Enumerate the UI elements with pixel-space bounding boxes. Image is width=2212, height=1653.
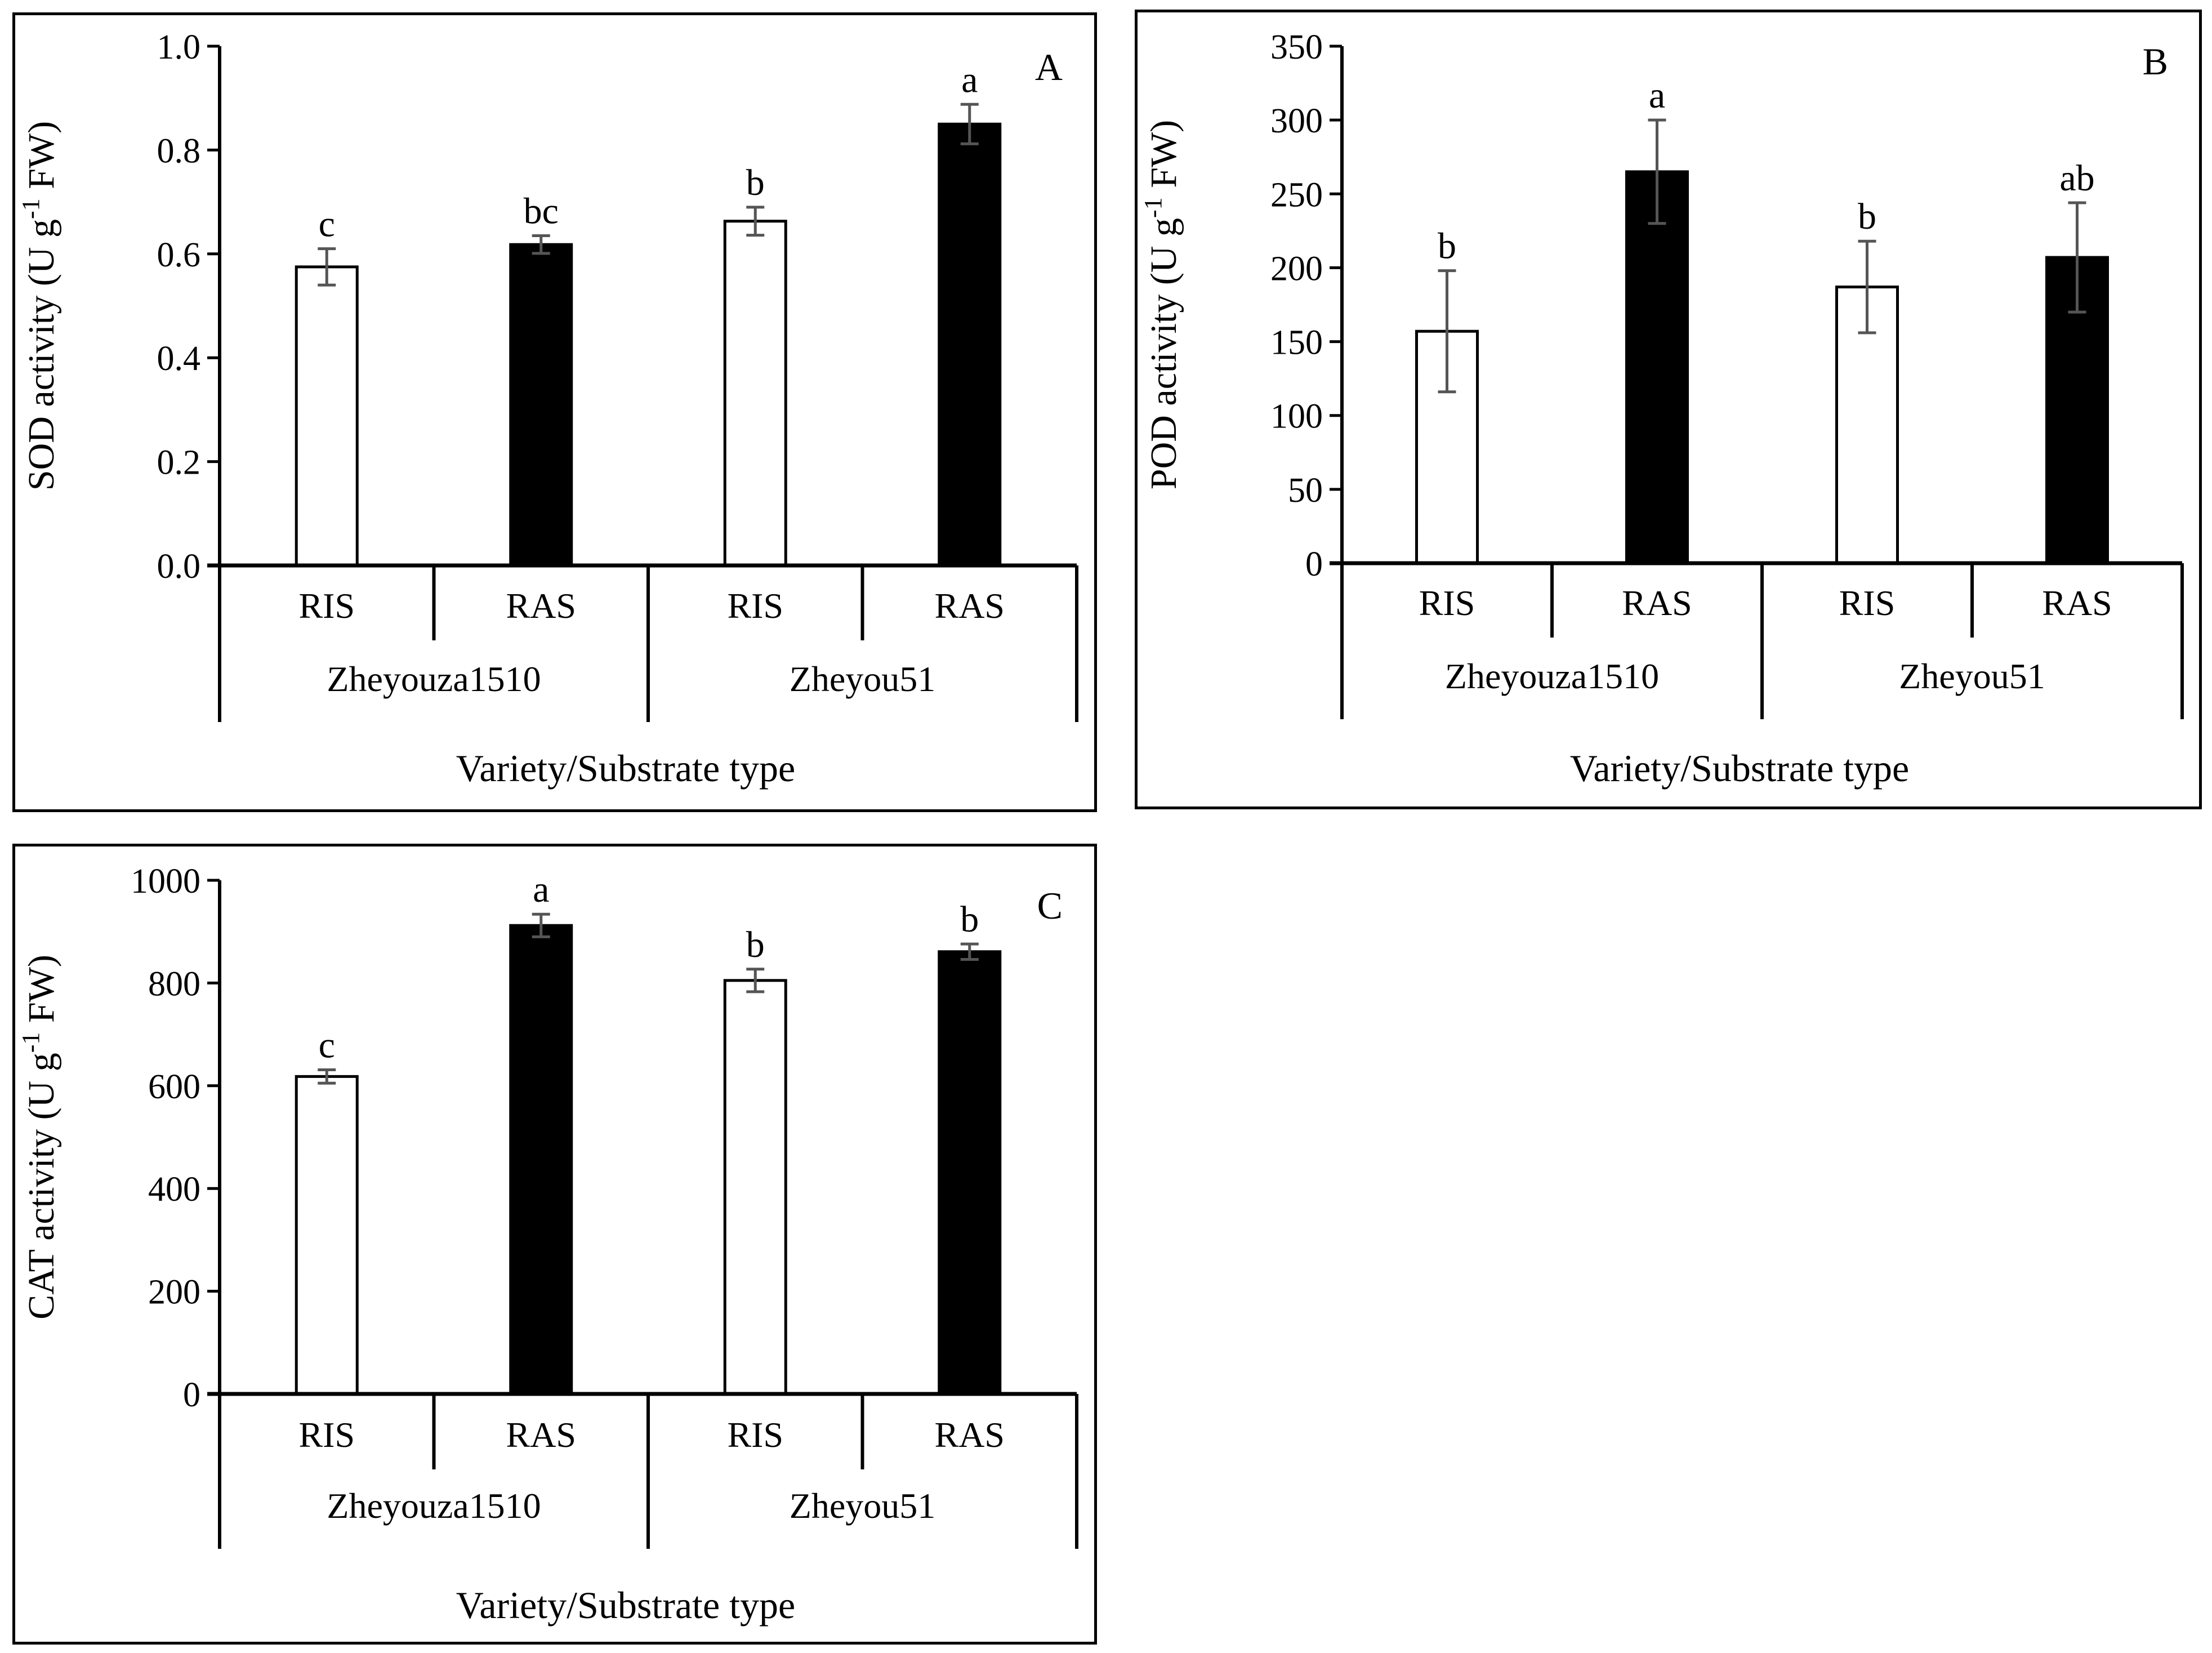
bar [723,979,787,1396]
panel-letter: C [1037,884,1063,927]
significance-letter: c [319,1025,335,1066]
panel-letter: B [2143,40,2168,83]
significance-letter: a [1649,75,1665,116]
y-tick-label: 200 [148,1273,200,1312]
y-axis-label-superscript: -1 [1139,197,1167,218]
chart-b-svg: 0 50 100 150 200 250 300 350 POD activity (U g-1… [1139,28,2184,790]
significance-letter: a [961,59,978,100]
y-tick-label: 300 [1270,102,1323,140]
x-category-label: RIS [298,1415,355,1455]
bar [938,122,1002,567]
y-tick-label: 100 [1270,398,1323,436]
y-tick-label: 0.0 [157,547,201,586]
y-axis-label-main: POD activity (U g [1143,218,1184,489]
x-axis-label: Variety/Substrate type [456,747,795,790]
significance-letter: a [533,869,549,910]
y-tick-label: 350 [1270,28,1323,66]
y-axis-label-superscript: -1 [17,1032,44,1053]
significance-letter: b [746,924,765,965]
y-tick-label: 0 [183,1376,200,1414]
y-tick-label: 600 [148,1068,200,1106]
bar [1625,170,1689,565]
y-axis-label-tail: FW) [21,121,62,198]
y-tick-label: 250 [1270,176,1323,214]
chart-a-svg: 0.0 0.2 0.4 0.6 0.8 1.0 SOD activity (U g-1 FW… [17,28,1078,790]
bar [723,220,787,567]
x-category-label: RIS [1839,583,1896,623]
chart-c-svg: 0 200 400 600 800 1000 CAT activity (U g-1 FW)… [17,862,1078,1627]
x-category-label: RIS [298,586,355,626]
y-tick-label: 150 [1270,324,1323,362]
significance-letter: bc [524,191,559,232]
y-tick-label: 1000 [131,862,200,901]
y-tick-label: 0.8 [157,132,201,170]
x-group-label: Zheyouza1510 [327,1486,541,1526]
x-group-label: Zheyouza1510 [327,659,541,699]
x-category-label: RIS [727,1415,783,1455]
y-tick-label: 0.4 [157,340,201,378]
y-axis-label-tail: FW) [21,955,62,1032]
x-category-label: RAS [506,1415,577,1455]
x-category-label: RIS [727,586,783,626]
x-axis-label: Variety/Substrate type [456,1584,795,1627]
y-tick-label: 0.6 [157,236,201,274]
y-tick-label: 1.0 [157,28,201,66]
y-axis-label-main: SOD activity (U g [21,219,62,491]
x-group-label: Zheyouza1510 [1445,656,1659,696]
x-category-label: RIS [1419,583,1475,623]
x-group-label: Zheyou51 [790,1486,936,1526]
y-tick-label: 0.2 [157,444,201,482]
chart-panel-c: 0 200 400 600 800 1000 CAT activity (U g-1 FW)… [12,844,1097,1645]
x-category-label: RAS [506,586,577,626]
y-tick-label: 400 [148,1170,200,1209]
significance-letter: c [319,204,335,245]
x-axis-label: Variety/Substrate type [1570,747,1909,790]
bar [938,950,1002,1396]
x-category-label: RAS [935,1415,1005,1455]
y-axis-label: CAT activity (U g-1 FW) [17,955,62,1320]
bar [509,243,573,567]
x-group-label: Zheyou51 [1899,656,2045,696]
x-category-label: RAS [2042,583,2112,623]
y-tick-label: 800 [148,965,200,1003]
significance-letter: b [1858,196,1876,237]
y-axis-label: POD activity (U g-1 FW) [1139,120,1184,489]
significance-letter: b [746,162,765,203]
bar [295,1075,359,1396]
x-category-label: RAS [1622,583,1692,623]
significance-letter: b [960,899,979,940]
chart-panel-a: 0.0 0.2 0.4 0.6 0.8 1.0 SOD activity (U g-1 FW… [12,12,1097,812]
panel-letter: A [1035,46,1063,88]
y-axis-label-tail: FW) [1143,120,1184,197]
y-tick-label: 200 [1270,249,1323,288]
x-category-label: RAS [935,586,1005,626]
y-axis-label-main: CAT activity (U g [21,1053,62,1320]
bar [295,265,359,567]
y-tick-label: 0 [1305,545,1323,583]
y-tick-label: 50 [1288,471,1323,510]
y-axis-label: SOD activity (U g-1 FW) [17,121,62,491]
bar [509,924,573,1396]
significance-letter: ab [2059,158,2094,199]
chart-panel-b: 0 50 100 150 200 250 300 350 POD activity (U g-1… [1135,10,2202,809]
y-axis-label-superscript: -1 [17,198,44,219]
significance-letter: b [1438,226,1456,267]
x-group-label: Zheyou51 [790,659,936,699]
